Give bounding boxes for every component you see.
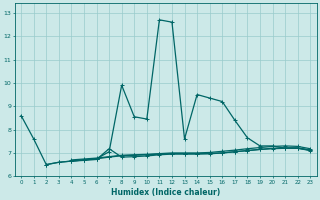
X-axis label: Humidex (Indice chaleur): Humidex (Indice chaleur) <box>111 188 220 197</box>
